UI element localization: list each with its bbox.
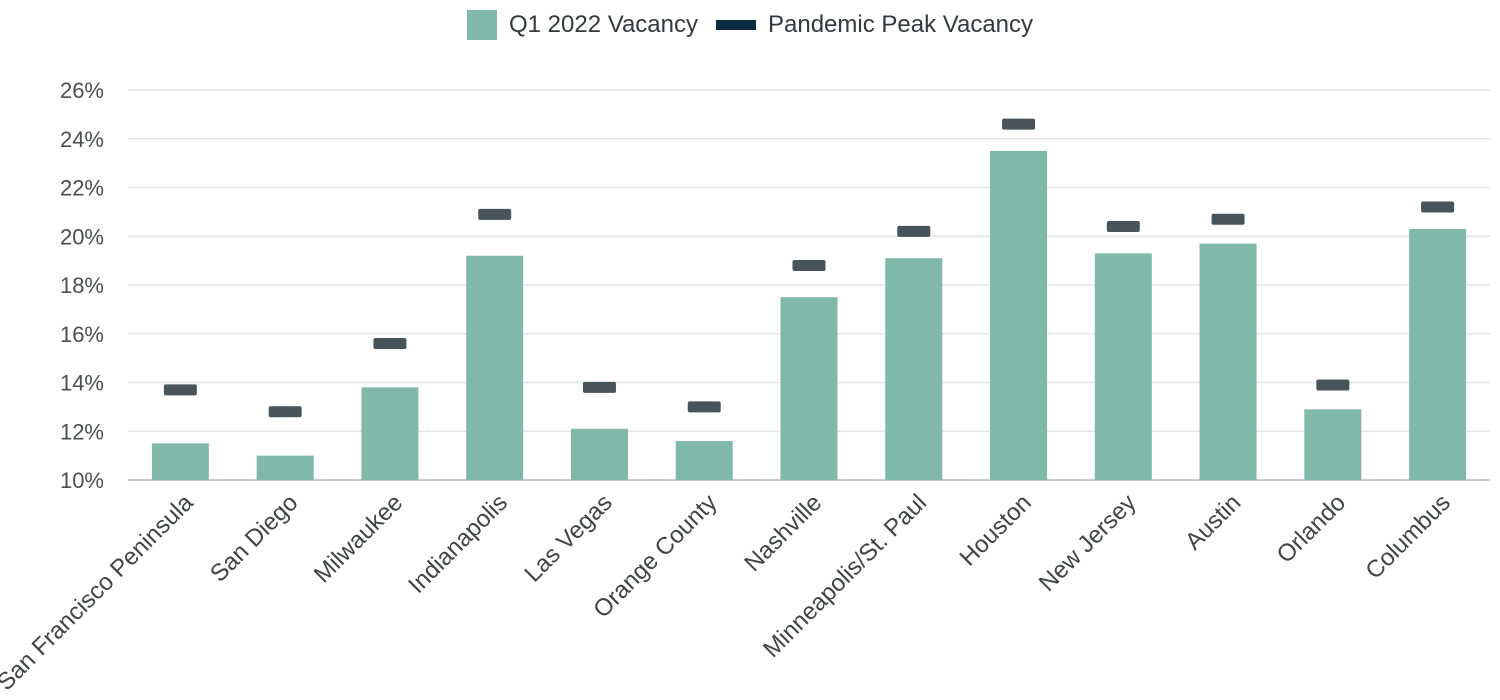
bar-10 (1199, 243, 1257, 480)
category-label-6: Nashville (739, 489, 827, 577)
bar-2 (361, 387, 419, 480)
peak-marker-6 (792, 260, 826, 271)
y-tick-label-16: 16% (60, 322, 104, 347)
peak-marker-7 (897, 225, 931, 237)
bar-6 (780, 297, 838, 480)
bar-5 (675, 441, 733, 480)
peak-marker-9 (1106, 221, 1140, 232)
bar-7 (885, 258, 943, 480)
peak-marker-2 (373, 338, 407, 349)
category-label-10: Austin (1180, 489, 1246, 555)
category-label-12: Columbus (1360, 489, 1455, 584)
bar-11 (1304, 409, 1362, 480)
bar-9 (1094, 253, 1152, 480)
peak-marker-8 (1002, 118, 1036, 130)
legend-swatch-pandemic-peak (715, 20, 756, 30)
y-tick-label-26: 26% (60, 78, 104, 103)
peak-marker-4 (582, 381, 616, 393)
category-label-11: Orlando (1272, 489, 1351, 568)
legend-item-pandemic-peak: Pandemic Peak Vacancy (715, 11, 1034, 39)
bar-8 (990, 150, 1048, 480)
category-label-8: Houston (954, 489, 1036, 571)
bar-0 (151, 443, 209, 480)
y-tick-label-10: 10% (60, 468, 104, 493)
peak-marker-10 (1211, 213, 1245, 225)
peak-marker-11 (1316, 379, 1350, 391)
peak-marker-1 (268, 406, 302, 418)
y-tick-label-14: 14% (60, 371, 104, 396)
category-label-1: San Diego (205, 489, 303, 587)
peak-marker-12 (1421, 201, 1455, 213)
bar-4 (570, 428, 628, 480)
y-tick-label-18: 18% (60, 273, 104, 298)
y-tick-label-22: 22% (60, 176, 104, 201)
category-label-9: New Jersey (1034, 489, 1142, 597)
bar-12 (1409, 228, 1467, 480)
bar-1 (256, 455, 314, 480)
category-label-2: Milwaukee (309, 489, 408, 588)
legend-label-q1-2022: Q1 2022 Vacancy (508, 11, 698, 38)
legend: Q1 2022 Vacancy Pandemic Peak Vacancy (0, 10, 1500, 40)
peak-marker-3 (478, 208, 512, 220)
legend-label-pandemic-peak: Pandemic Peak Vacancy (767, 11, 1034, 38)
legend-swatch-q1-2022 (466, 10, 497, 40)
y-tick-label-24: 24% (60, 127, 104, 152)
category-label-3: Indianapolis (403, 489, 513, 599)
peak-marker-0 (163, 384, 197, 396)
y-tick-label-20: 20% (60, 224, 104, 249)
bar-3 (466, 255, 524, 480)
y-tick-label-12: 12% (60, 419, 104, 444)
peak-marker-5 (687, 401, 721, 413)
category-label-0: San Francisco Peninsula (0, 489, 199, 696)
category-label-4: Las Vegas (519, 489, 617, 587)
legend-item-q1-2022: Q1 2022 Vacancy (466, 10, 698, 40)
